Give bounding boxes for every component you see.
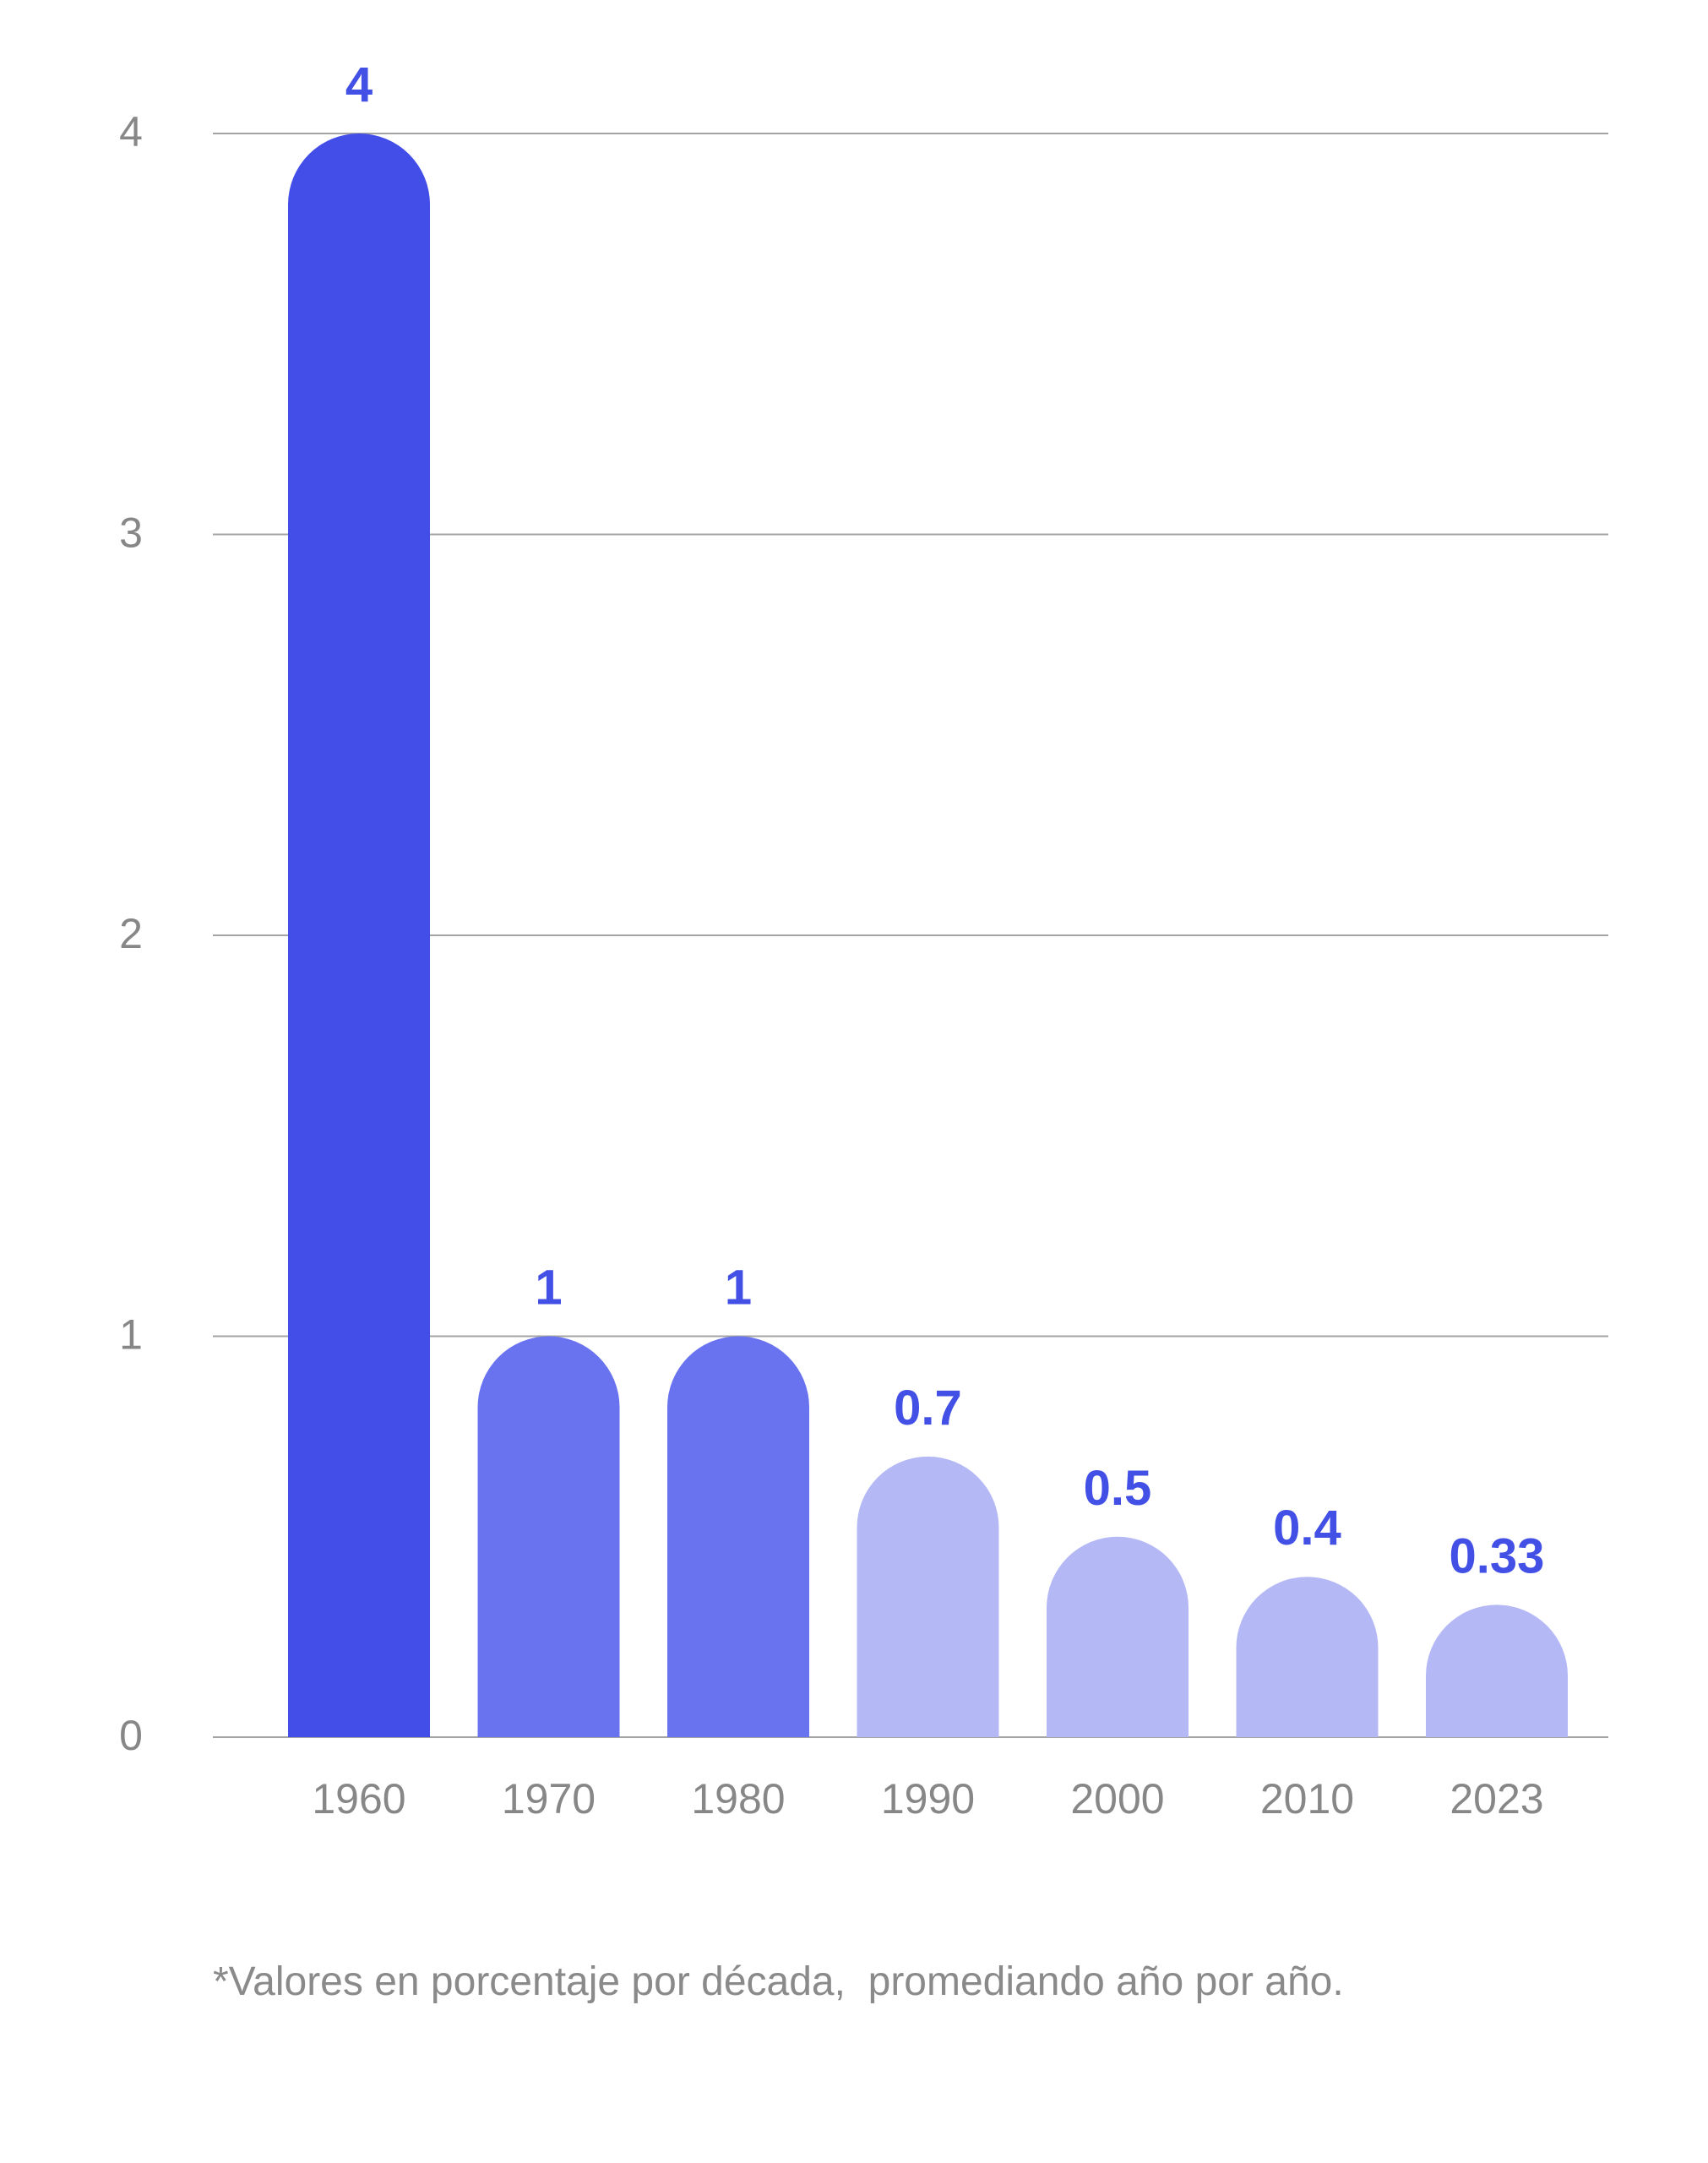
x-tick-label-1960: 1960	[312, 1775, 405, 1822]
data-label-1980: 1	[725, 1261, 752, 1316]
data-label-2010: 0.4	[1273, 1501, 1341, 1556]
bar-1980	[667, 1336, 809, 1737]
bar-1960	[288, 133, 430, 1737]
data-labels: 4 1 1 0.7 0.5 0.4 0.33	[345, 57, 1545, 1583]
x-tick-label-1970: 1970	[502, 1775, 596, 1822]
y-tick-label: 1	[119, 1311, 143, 1359]
x-tick-label-1980: 1980	[691, 1775, 785, 1822]
bar-2010	[1236, 1577, 1379, 1737]
y-tick-label: 2	[119, 910, 143, 957]
x-tick-label-2000: 2000	[1070, 1775, 1164, 1822]
x-axis-ticks: 1960 1970 1980 1990 2000 2010 2023	[312, 1775, 1543, 1822]
data-label-2000: 0.5	[1084, 1461, 1152, 1516]
y-axis-ticks: 0 1 2 3 4	[119, 108, 143, 1759]
y-tick-label: 3	[119, 509, 143, 557]
data-label-1960: 4	[345, 57, 373, 112]
data-label-1990: 0.7	[894, 1381, 962, 1436]
x-tick-label-2010: 2010	[1260, 1775, 1354, 1822]
bars	[288, 133, 1568, 1737]
x-tick-label-2023: 2023	[1450, 1775, 1543, 1822]
bar-1990	[857, 1456, 999, 1737]
bar-1970	[477, 1336, 620, 1737]
x-tick-label-1990: 1990	[881, 1775, 975, 1822]
data-label-1970: 1	[535, 1261, 562, 1316]
y-tick-label: 0	[119, 1712, 143, 1759]
y-tick-label: 4	[119, 108, 143, 155]
data-label-2023: 0.33	[1450, 1528, 1545, 1583]
bar-2000	[1047, 1536, 1189, 1737]
bar-2023	[1426, 1605, 1568, 1737]
footnote: *Valores en porcentaje por década, prome…	[213, 1959, 1344, 2004]
